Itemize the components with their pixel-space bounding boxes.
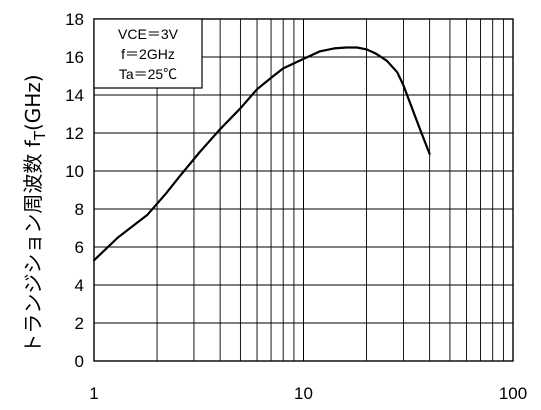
- svg-text:トランジション周波数 fT(GHz): トランジション周波数 fT(GHz): [21, 74, 49, 353]
- y-tick-label: 12: [65, 124, 84, 143]
- annotation-text: VCE＝3V: [118, 26, 179, 42]
- annotation-text: f＝2GHz: [121, 46, 175, 62]
- x-tick-label: 10: [294, 384, 313, 403]
- y-tick-label: 2: [75, 314, 84, 333]
- data-layer: [92, 46, 431, 262]
- y-tick-label: 6: [75, 238, 84, 257]
- y-tick-label: 16: [65, 48, 84, 67]
- y-tick-label: 10: [65, 162, 84, 181]
- y-axis-label-subscript: T: [31, 130, 49, 141]
- series-line: [92, 46, 431, 262]
- y-axis-label: トランジション周波数 fT(GHz): [21, 74, 49, 353]
- y-tick-label: 14: [65, 86, 84, 105]
- y-tick-label: 8: [75, 200, 84, 219]
- axis-layer: 0 2 4 6 8 10 12 14 16 18 1 10 100: [65, 10, 527, 403]
- annotation-layer: VCE＝3V f＝2GHz Ta＝25℃: [93, 18, 203, 89]
- y-tick-label: 4: [75, 276, 84, 295]
- y-tick-label: 18: [65, 10, 84, 29]
- x-tick-label: 100: [499, 384, 527, 403]
- y-axis-label-main: トランジション周波数: [21, 154, 45, 354]
- annotation-box: [93, 18, 203, 89]
- grid-layer: [94, 19, 513, 361]
- annotation-text: Ta＝25℃: [119, 66, 177, 82]
- plot-frame: [93, 18, 514, 362]
- y-axis-label-symbol: f: [21, 139, 45, 147]
- y-axis-label-unit: (GHz): [21, 74, 45, 131]
- y-tick-label: 0: [75, 352, 84, 371]
- x-tick-label: 1: [89, 384, 98, 403]
